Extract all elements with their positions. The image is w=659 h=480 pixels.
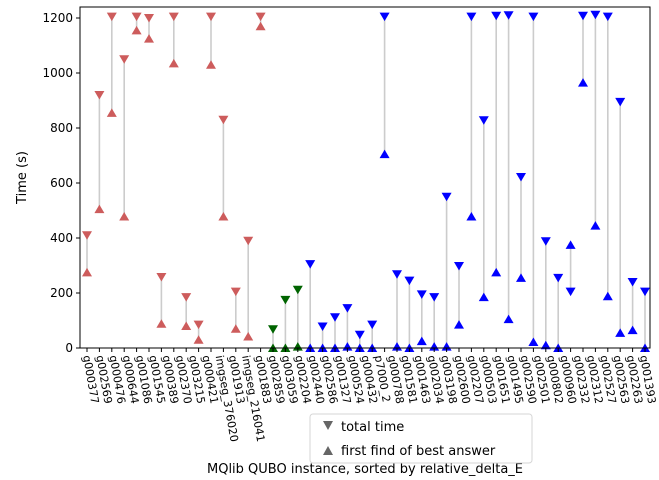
legend-box xyxy=(309,413,533,464)
total-time-marker xyxy=(441,192,452,202)
first-find-marker xyxy=(144,34,154,43)
total-time-marker xyxy=(317,322,328,332)
total-time-marker xyxy=(144,14,154,23)
total-time-marker xyxy=(578,11,588,21)
first-find-marker xyxy=(168,58,179,68)
total-time-marker xyxy=(280,295,291,305)
first-find-marker xyxy=(156,319,167,328)
first-find-marker xyxy=(503,314,514,324)
total-time-marker xyxy=(156,273,167,282)
x-axis: g000377g002569g000476g000644g001086g0015… xyxy=(80,348,658,443)
total-time-marker xyxy=(230,287,241,297)
total-time-marker xyxy=(602,12,613,22)
first-find-marker xyxy=(218,212,229,221)
legend-label-first-find: first find of best answer xyxy=(341,444,496,459)
y-tick-label: 1200 xyxy=(42,11,73,25)
first-find-marker xyxy=(416,336,427,346)
legend-marker-total-time xyxy=(323,421,333,430)
total-time-marker xyxy=(342,304,353,313)
y-tick-label: 200 xyxy=(50,286,73,300)
first-find-marker xyxy=(590,221,601,230)
total-time-marker xyxy=(615,97,626,107)
first-find-marker xyxy=(131,25,142,35)
total-time-marker xyxy=(528,12,539,22)
y-axis: 0 200 400 600 800 1000 1200 xyxy=(42,11,80,355)
total-time-marker xyxy=(540,237,551,246)
first-find-marker xyxy=(119,212,130,221)
y-tick-label: 800 xyxy=(50,121,73,135)
total-time-marker xyxy=(82,231,92,240)
data-markers xyxy=(82,10,650,352)
first-find-marker xyxy=(230,324,241,333)
total-time-marker xyxy=(119,55,130,64)
total-time-marker xyxy=(330,313,340,322)
first-find-marker xyxy=(106,108,117,117)
total-time-marker xyxy=(478,116,489,125)
y-tick-label: 1000 xyxy=(42,66,73,80)
total-time-marker xyxy=(218,115,229,125)
first-find-marker xyxy=(206,60,216,69)
total-time-marker xyxy=(131,12,142,22)
total-time-marker xyxy=(516,172,526,182)
y-tick-label: 600 xyxy=(50,176,73,190)
legend-label-total-time: total time xyxy=(341,420,404,435)
total-time-marker xyxy=(168,12,179,22)
total-time-marker xyxy=(206,12,216,22)
total-time-marker xyxy=(268,325,278,334)
legend: total time first find of best answer xyxy=(309,413,533,464)
total-time-marker xyxy=(94,91,105,100)
total-time-marker xyxy=(106,12,117,22)
first-find-marker xyxy=(255,21,266,31)
total-time-marker xyxy=(466,12,477,22)
first-find-marker xyxy=(565,240,576,249)
first-find-marker xyxy=(627,325,638,335)
total-time-marker xyxy=(292,285,303,295)
first-find-marker xyxy=(243,331,254,341)
first-find-marker xyxy=(181,321,192,330)
total-time-marker xyxy=(590,10,601,20)
total-time-marker xyxy=(454,262,464,271)
first-find-marker xyxy=(454,320,464,329)
first-find-marker xyxy=(528,337,539,346)
total-time-marker xyxy=(255,12,266,22)
total-time-marker xyxy=(193,320,204,330)
total-time-marker xyxy=(392,270,402,279)
first-find-marker xyxy=(379,149,390,159)
total-time-marker xyxy=(243,236,254,246)
total-time-marker xyxy=(429,293,440,302)
total-time-marker xyxy=(354,330,365,340)
total-time-marker xyxy=(565,287,576,297)
total-time-marker xyxy=(503,11,514,20)
first-find-marker xyxy=(193,335,204,344)
first-find-marker xyxy=(466,212,477,221)
first-find-marker xyxy=(615,328,626,337)
total-time-marker xyxy=(553,273,564,283)
total-time-marker xyxy=(627,278,638,287)
total-time-marker xyxy=(640,287,650,297)
first-find-marker xyxy=(94,204,105,214)
first-find-marker xyxy=(516,273,526,282)
first-find-marker xyxy=(491,267,502,277)
total-time-marker xyxy=(379,12,390,22)
total-time-marker xyxy=(416,290,427,299)
legend-marker-first-find xyxy=(323,446,333,455)
first-find-marker xyxy=(478,292,489,302)
total-time-marker xyxy=(181,293,192,302)
first-find-marker xyxy=(82,267,92,277)
first-find-marker xyxy=(602,291,613,301)
y-axis-label: Time (s) xyxy=(15,151,30,205)
total-time-marker xyxy=(491,11,502,21)
total-time-marker xyxy=(367,320,378,330)
first-find-marker xyxy=(540,340,551,350)
first-find-marker xyxy=(578,78,588,87)
y-tick-label: 0 xyxy=(65,341,73,355)
total-time-marker xyxy=(305,260,316,269)
plot-frame xyxy=(79,6,651,349)
y-tick-label: 400 xyxy=(50,231,73,245)
x-axis-label: MQlib QUBO instance, sorted by relative_… xyxy=(207,462,523,477)
total-time-marker xyxy=(404,276,415,286)
